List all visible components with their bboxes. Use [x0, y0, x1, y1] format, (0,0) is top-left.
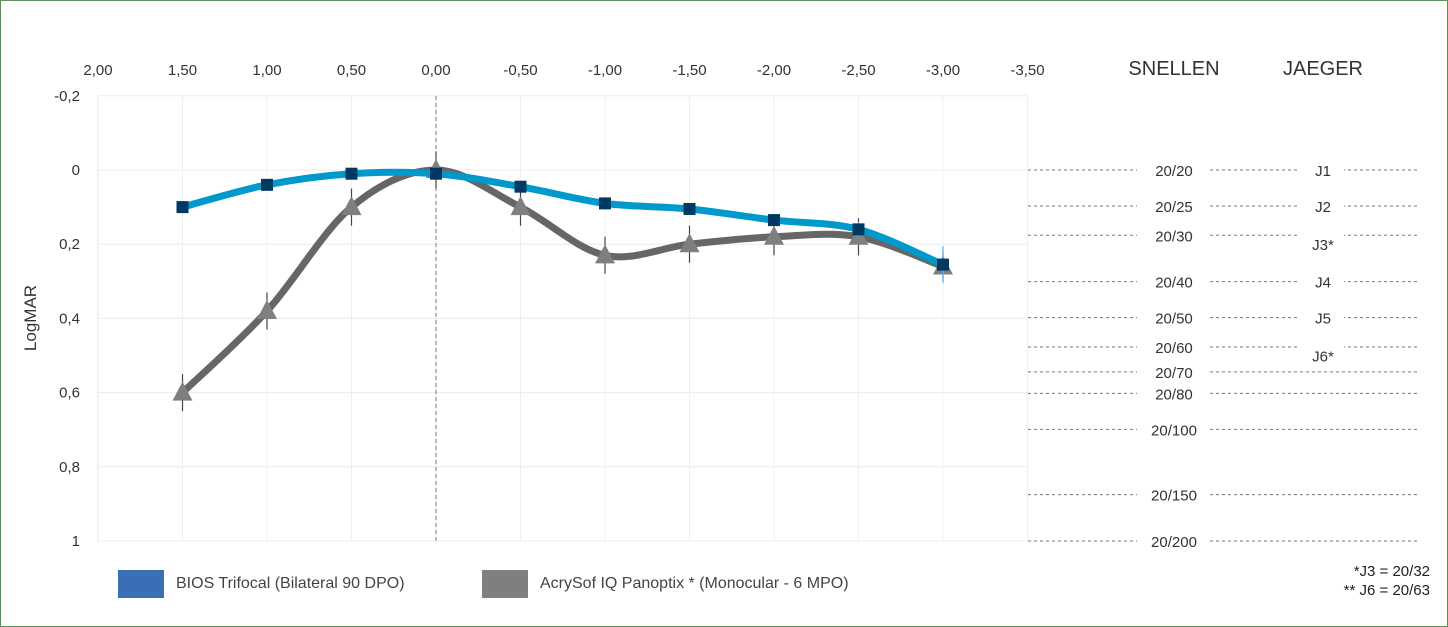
- jaeger-label: J2: [1315, 199, 1331, 216]
- jaeger-label: J3*: [1312, 237, 1334, 254]
- jaeger-label-bg: [1300, 345, 1344, 366]
- jaeger-label-bg: [1300, 234, 1344, 255]
- data-point-triangle: [595, 244, 615, 264]
- x-tick-label: -1,50: [672, 62, 706, 79]
- legend-item-bios: BIOS Trifocal (Bilateral 90 DPO): [118, 570, 405, 598]
- jaeger-label: J4: [1315, 275, 1331, 292]
- x-tick-label: -2,00: [757, 62, 791, 79]
- jaeger-label-bg: [1300, 195, 1344, 216]
- data-point-triangle: [341, 196, 362, 216]
- x-tick-label: 2,00: [83, 62, 112, 79]
- snellen-label: 20/40: [1155, 275, 1193, 292]
- x-tick-label: 0,50: [337, 62, 366, 79]
- series-line-1: [179, 166, 947, 397]
- snellen-label: 20/60: [1155, 340, 1193, 357]
- data-point-square: [345, 167, 358, 180]
- x-tick-label: 1,50: [168, 62, 197, 79]
- data-point-triangle: [172, 381, 193, 401]
- jaeger-header: JAEGER: [1283, 58, 1363, 80]
- snellen-label: 20/70: [1155, 365, 1193, 382]
- data-point-square: [514, 180, 527, 193]
- y-tick-label: 0: [72, 162, 80, 179]
- legend-label-panoptix: AcrySof IQ Panoptix * (Monocular - 6 MPO…: [540, 575, 849, 592]
- y-axis-title: LogMAR: [21, 285, 40, 351]
- y-tick-label: 0,6: [59, 385, 80, 402]
- snellen-label: 20/50: [1155, 311, 1193, 328]
- data-point-square: [261, 178, 273, 191]
- x-tick-label: -0,50: [503, 62, 537, 79]
- y-tick-label: 0,4: [59, 310, 80, 327]
- series-line-0: [179, 168, 947, 269]
- footnote-j3: *J3 = 20/32: [1353, 563, 1430, 580]
- jaeger-label: J1: [1315, 163, 1331, 180]
- snellen-label: 20/30: [1155, 228, 1193, 245]
- footnotes: *J3 = 20/32 ** J6 = 20/63: [1344, 562, 1430, 600]
- data-point-triangle: [764, 225, 784, 245]
- jaeger-label: J6*: [1312, 349, 1334, 366]
- x-tick-label: 1,00: [252, 62, 281, 79]
- x-tick-label: -3,00: [926, 62, 960, 79]
- data-point-triangle: [257, 299, 277, 319]
- snellen-label: 20/25: [1155, 199, 1193, 216]
- footnote-j6: ** J6 = 20/63: [1343, 582, 1430, 599]
- x-tick-label: -3,50: [1010, 62, 1044, 79]
- data-point-square: [683, 202, 696, 215]
- legend-swatch-bios: [118, 570, 164, 598]
- data-point-triangle: [679, 233, 700, 253]
- x-tick-label: 0,00: [421, 62, 450, 79]
- y-tick-label: 0,8: [59, 459, 80, 476]
- x-tick-label: -2,50: [841, 62, 875, 79]
- data-point-square: [852, 223, 865, 236]
- snellen-label: 20/80: [1155, 386, 1193, 403]
- jaeger-label-bg: [1300, 271, 1344, 292]
- data-point-square: [430, 167, 442, 180]
- data-point-square: [937, 258, 949, 271]
- snellen-label: 20/150: [1151, 488, 1197, 505]
- data-point-square: [768, 214, 780, 227]
- x-tick-label: -1,00: [588, 62, 622, 79]
- snellen-label: 20/100: [1151, 422, 1197, 439]
- snellen-header: SNELLEN: [1128, 58, 1219, 80]
- y-tick-label: 1: [72, 533, 80, 550]
- snellen-label: 20/20: [1155, 163, 1193, 180]
- jaeger-label-bg: [1300, 307, 1344, 328]
- jaeger-label: J5: [1315, 311, 1331, 328]
- legend-swatch-panoptix: [482, 570, 528, 598]
- legend-item-panoptix: AcrySof IQ Panoptix * (Monocular - 6 MPO…: [482, 570, 849, 598]
- data-point-triangle: [510, 196, 531, 216]
- data-point-square: [599, 197, 611, 210]
- legend-label-bios: BIOS Trifocal (Bilateral 90 DPO): [176, 575, 405, 592]
- snellen-label: 20/200: [1151, 534, 1197, 551]
- y-tick-label: 0,2: [59, 236, 80, 253]
- data-point-square: [176, 201, 189, 214]
- y-tick-label: -0,2: [54, 88, 80, 105]
- jaeger-label-bg: [1300, 160, 1344, 180]
